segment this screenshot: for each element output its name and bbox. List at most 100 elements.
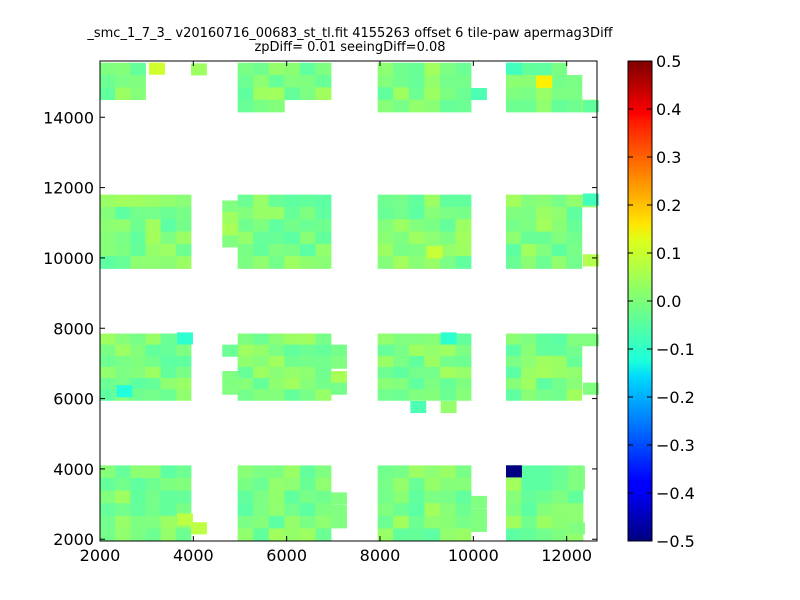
heatmap-cell xyxy=(536,87,552,101)
heatmap-cell xyxy=(521,366,537,379)
heatmap-cell xyxy=(130,344,146,357)
heatmap-cell xyxy=(268,465,285,479)
heatmap-cell xyxy=(284,389,301,401)
heatmap-cell xyxy=(583,334,599,347)
heatmap-cell xyxy=(253,515,270,529)
heatmap-cell xyxy=(115,243,131,257)
heatmap-cell xyxy=(268,366,285,379)
heatmap-cell xyxy=(408,389,425,401)
heatmap-cell xyxy=(551,389,568,401)
heatmap-cell xyxy=(393,490,410,504)
heatmap-cell xyxy=(536,333,552,346)
heatmap-cell xyxy=(408,478,425,491)
heatmap-cell xyxy=(506,503,522,517)
heatmap-cell xyxy=(471,519,487,532)
colorbar-tick-label: −0.5 xyxy=(656,532,695,551)
heatmap-cell xyxy=(145,194,162,208)
heatmap-cell xyxy=(377,87,394,101)
heatmap-cell xyxy=(439,87,456,101)
heatmap-cell xyxy=(253,503,270,517)
heatmap-cell xyxy=(393,355,410,368)
heatmap-cell xyxy=(377,389,394,401)
heatmap-cell xyxy=(237,99,254,113)
heatmap-cell xyxy=(160,366,177,379)
heatmap-cell xyxy=(237,243,254,257)
heatmap-cell-highlight xyxy=(177,513,193,526)
heatmap-cell xyxy=(377,344,394,357)
heatmap-cell xyxy=(299,333,316,346)
heatmap-cell xyxy=(299,355,316,368)
heatmap-cell xyxy=(377,528,394,542)
heatmap-cell xyxy=(284,344,301,357)
heatmap-cell xyxy=(393,87,410,101)
heatmap-cell xyxy=(100,389,116,401)
heatmap-cell xyxy=(583,382,599,395)
heatmap-cell xyxy=(439,194,456,208)
heatmap-cell xyxy=(455,366,472,379)
heatmap-cell xyxy=(160,503,177,517)
heatmap-cell xyxy=(408,366,425,379)
heatmap-cell-highlight xyxy=(426,246,443,259)
heatmap-cell xyxy=(393,333,410,346)
heatmap-cell xyxy=(455,194,472,208)
heatmap-cell xyxy=(521,478,538,491)
heatmap-cell xyxy=(506,378,522,390)
heatmap-cell xyxy=(393,243,410,257)
heatmap-cell xyxy=(222,200,239,213)
colorbar-tick-label: 0.4 xyxy=(656,100,681,119)
heatmap-cell xyxy=(536,478,553,491)
heatmap-cell xyxy=(408,515,425,529)
heatmap-cell xyxy=(237,465,254,479)
heatmap-cell xyxy=(566,219,583,232)
heatmap-cell xyxy=(130,243,146,257)
heatmap-cell xyxy=(253,478,270,491)
heatmap-cell xyxy=(552,515,568,529)
heatmap-cell xyxy=(439,243,456,257)
heatmap-cell xyxy=(551,62,568,76)
heatmap-cell xyxy=(439,465,456,479)
heatmap-cell xyxy=(253,378,270,390)
heatmap-cell xyxy=(175,478,192,491)
heatmap-cell xyxy=(455,465,472,479)
heatmap-cell xyxy=(408,378,425,390)
heatmap-cell xyxy=(100,219,116,232)
heatmap-cell xyxy=(175,256,192,269)
heatmap-cell xyxy=(160,256,177,269)
heatmap-cell xyxy=(100,465,116,479)
heatmap-cell xyxy=(521,389,537,401)
heatmap-cell xyxy=(566,366,583,379)
heatmap-cell xyxy=(583,100,599,113)
heatmap-cell xyxy=(536,344,552,357)
heatmap-cell xyxy=(145,478,162,491)
heatmap-cell xyxy=(175,366,192,379)
heatmap-cell xyxy=(439,515,456,529)
heatmap-cell xyxy=(222,212,239,225)
heatmap-cell xyxy=(191,63,207,76)
heatmap-cell xyxy=(268,503,285,517)
heatmap-cell xyxy=(115,256,131,269)
heatmap-cell xyxy=(506,256,522,269)
heatmap-cell xyxy=(455,344,472,357)
heatmap-cell xyxy=(569,477,585,490)
heatmap-cell xyxy=(253,333,270,346)
heatmap-cell xyxy=(521,344,537,357)
heatmap-cell xyxy=(315,515,332,529)
heatmap-cell xyxy=(237,528,254,542)
heatmap-cell xyxy=(424,333,441,346)
heatmap-cell xyxy=(455,528,472,542)
heatmap-cell xyxy=(506,99,522,113)
heatmap-cell xyxy=(100,366,116,379)
heatmap-cell xyxy=(521,515,538,529)
x-axis: 2000 4000 6000 8000 10000 12000 xyxy=(80,61,592,565)
heatmap-cell xyxy=(145,243,162,257)
heatmap-cell xyxy=(268,344,285,357)
heatmap-cell xyxy=(552,490,568,504)
colorbar-tick-label: −0.2 xyxy=(656,388,695,407)
heatmap-cell xyxy=(439,99,456,113)
heatmap-cell xyxy=(145,219,162,232)
heatmap-cell-highlight xyxy=(536,75,553,88)
heatmap-cell xyxy=(393,206,410,220)
heatmap-cell xyxy=(506,389,522,401)
heatmap-cell xyxy=(130,333,146,346)
heatmap-cell xyxy=(130,478,146,491)
